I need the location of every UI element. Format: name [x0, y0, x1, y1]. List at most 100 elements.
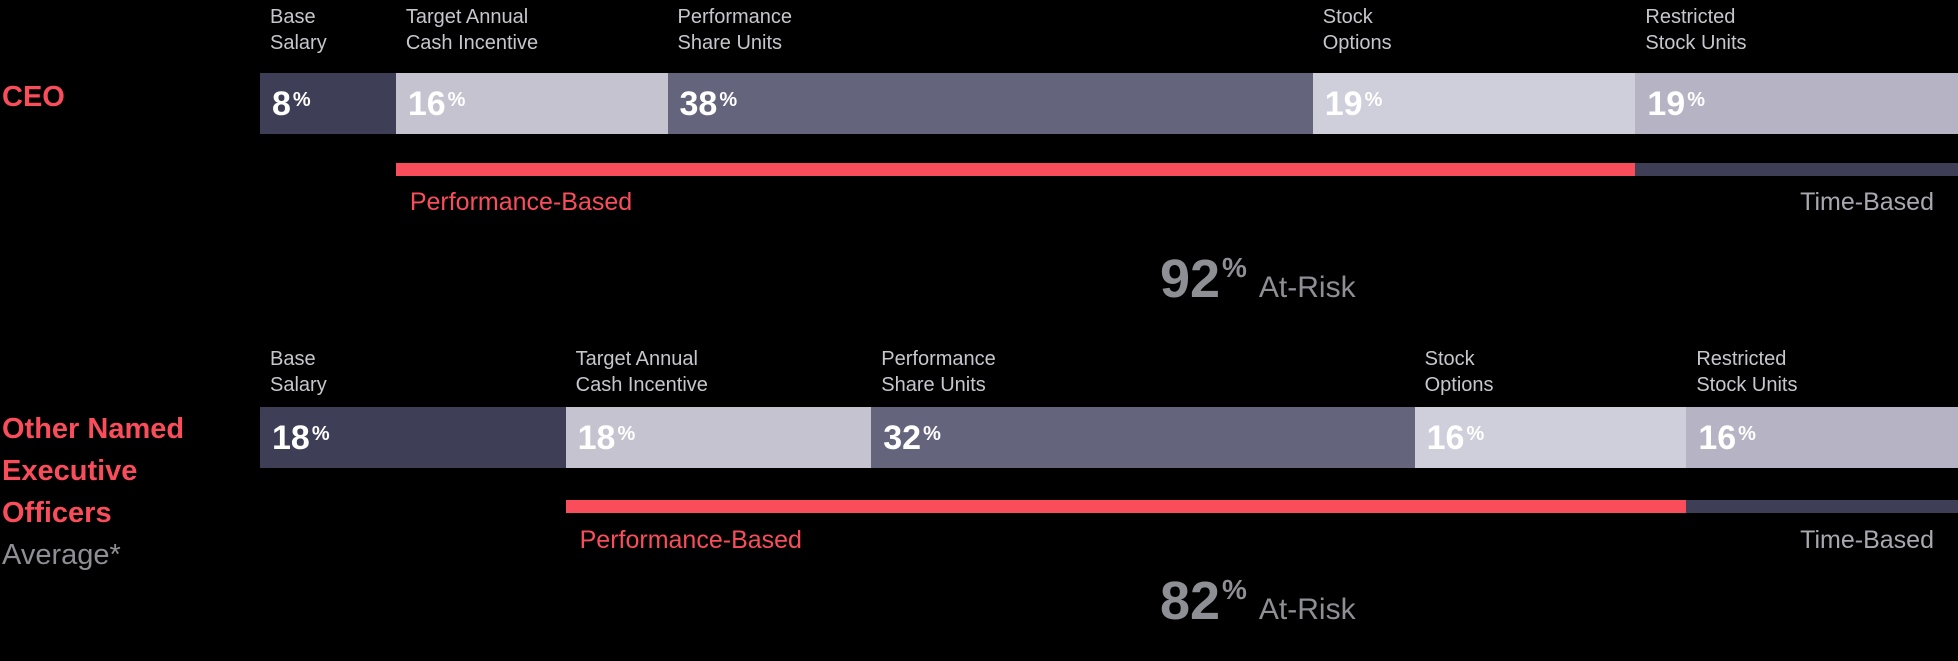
chart-row-ceo: Base Salary Target Annual Cash Incentive Per…: [260, 0, 1958, 340]
segment-label-line: Stock: [1424, 348, 1475, 370]
time-based-underline: [1686, 500, 1958, 513]
segment-label-stock-options: Stock Options: [1415, 346, 1494, 398]
performance-based-underline: [395, 163, 1636, 176]
chart-row-neo: Base Salary Target Annual Cash Incentive Per…: [260, 342, 1958, 661]
bar-segment-stock-options: 19%: [1312, 73, 1636, 134]
segment-label-line: Salary: [270, 374, 327, 396]
segment-label-base-salary: Base Salary: [260, 346, 327, 398]
bar-segment-base-salary: 8%: [260, 73, 396, 134]
segment-value: 8%: [260, 87, 311, 121]
percent-sign: %: [311, 422, 330, 445]
percent-sign: %: [1222, 574, 1247, 605]
segment-label-line: Share Units: [677, 32, 783, 54]
segment-label-stock-options: Stock Options: [1313, 4, 1392, 56]
at-risk-callout: 92% At-Risk: [1160, 248, 1356, 310]
segment-label-restricted-stock-units: Restricted Stock Units: [1686, 346, 1797, 398]
segment-value-number: 18: [577, 418, 616, 457]
percent-sign: %: [1738, 422, 1756, 445]
segment-value-number: 32: [883, 418, 922, 457]
segment-labels: Base Salary Target Annual Cash Incentive Per…: [260, 4, 1958, 62]
segment-label-target-annual-cash-incentive: Target Annual Cash Incentive: [566, 346, 708, 398]
bar-segment-restricted-stock-units: 16%: [1686, 407, 1958, 468]
at-risk-value: 92: [1159, 249, 1221, 309]
segment-value: 19%: [1313, 87, 1383, 121]
time-based-underline: [1635, 163, 1958, 176]
time-based-label: Time-Based: [1800, 188, 1934, 216]
segment-value-number: 16: [407, 84, 446, 123]
category-underline: [260, 500, 1958, 513]
segment-label-line: Target Annual: [575, 348, 698, 370]
performance-based-label: Performance-Based: [579, 526, 802, 554]
segment-value: 19%: [1635, 87, 1705, 121]
segment-label-line: Cash Incentive: [405, 32, 539, 54]
bar-segment-target-annual-cash-incentive: 18%: [565, 407, 872, 468]
row-label-line: Other Named: [2, 413, 185, 445]
percent-sign: %: [617, 422, 636, 445]
segment-label-line: Cash Incentive: [575, 374, 708, 396]
segment-label-line: Target Annual: [405, 6, 529, 28]
percent-sign: %: [1222, 252, 1247, 283]
underline-labels: Performance-Based Time-Based: [260, 188, 1958, 222]
bar-segment-performance-share-units: 38%: [667, 73, 1313, 134]
bar-segment-performance-share-units: 32%: [871, 407, 1415, 468]
percent-sign: %: [1466, 422, 1485, 445]
row-label-line: Executive: [2, 455, 138, 487]
segment-value-number: 16: [1426, 418, 1465, 457]
stacked-bar-neo: 18% 18% 32% 16% 16%: [260, 407, 1958, 468]
percent-sign: %: [1364, 88, 1383, 111]
segment-label-base-salary: Base Salary: [260, 4, 327, 56]
row-label-neo: Other Named Executive Officers Average*: [2, 408, 184, 576]
segment-label-performance-share-units: Performance Share Units: [668, 4, 793, 56]
percent-sign: %: [292, 88, 311, 111]
row-sublabel-average: Average*: [2, 539, 121, 571]
segment-value-number: 8: [272, 84, 291, 123]
segment-value-number: 38: [679, 84, 718, 123]
at-risk-label: At-Risk: [1258, 271, 1356, 304]
at-risk-value: 82: [1159, 571, 1221, 631]
segment-value: 32%: [871, 421, 941, 455]
segment-value: 38%: [668, 87, 738, 121]
segment-label-line: Stock Units: [1645, 32, 1747, 54]
at-risk-label: At-Risk: [1258, 593, 1356, 626]
bar-segment-restricted-stock-units: 19%: [1635, 73, 1958, 134]
segment-label-line: Base: [270, 348, 316, 370]
segment-value: 16%: [1415, 421, 1485, 455]
row-label-line: CEO: [2, 81, 65, 113]
at-risk-callout: 82% At-Risk: [1160, 570, 1356, 632]
bar-segment-base-salary: 18%: [260, 407, 566, 468]
underline-labels: Performance-Based Time-Based: [260, 526, 1958, 560]
segment-label-line: Stock: [1322, 6, 1373, 28]
segment-label-line: Options: [1424, 374, 1494, 396]
segment-label-line: Restricted: [1645, 6, 1736, 28]
percent-sign: %: [923, 422, 941, 445]
segment-label-line: Performance: [881, 348, 996, 370]
segment-value: 18%: [260, 421, 330, 455]
bar-segment-target-annual-cash-incentive: 16%: [395, 73, 668, 134]
segment-value: 18%: [566, 421, 636, 455]
segment-label-line: Performance: [677, 6, 793, 28]
time-based-label: Time-Based: [1800, 526, 1934, 554]
percent-sign: %: [447, 88, 466, 111]
bar-segment-stock-options: 16%: [1414, 407, 1687, 468]
row-label-ceo: CEO: [2, 76, 65, 118]
segment-labels: Base Salary Target Annual Cash Incentive Per…: [260, 346, 1958, 404]
segment-label-performance-share-units: Performance Share Units: [871, 346, 996, 398]
percent-sign: %: [1687, 88, 1705, 111]
segment-label-line: Share Units: [881, 374, 986, 396]
percent-sign: %: [719, 88, 738, 111]
segment-value-number: 19: [1324, 84, 1363, 123]
segment-label-line: Options: [1322, 32, 1392, 54]
segment-value: 16%: [396, 87, 466, 121]
segment-label-line: Base: [270, 6, 316, 28]
segment-label-restricted-stock-units: Restricted Stock Units: [1635, 4, 1746, 56]
segment-label-target-annual-cash-incentive: Target Annual Cash Incentive: [396, 4, 538, 56]
category-underline: [260, 163, 1958, 176]
performance-based-underline: [565, 500, 1687, 513]
segment-value-number: 19: [1647, 84, 1686, 123]
segment-value-number: 16: [1698, 418, 1737, 457]
segment-value: 16%: [1686, 421, 1756, 455]
performance-based-label: Performance-Based: [409, 188, 633, 216]
row-label-line: Officers: [2, 497, 112, 529]
stacked-bar-ceo: 8% 16% 38% 19% 19%: [260, 73, 1958, 134]
